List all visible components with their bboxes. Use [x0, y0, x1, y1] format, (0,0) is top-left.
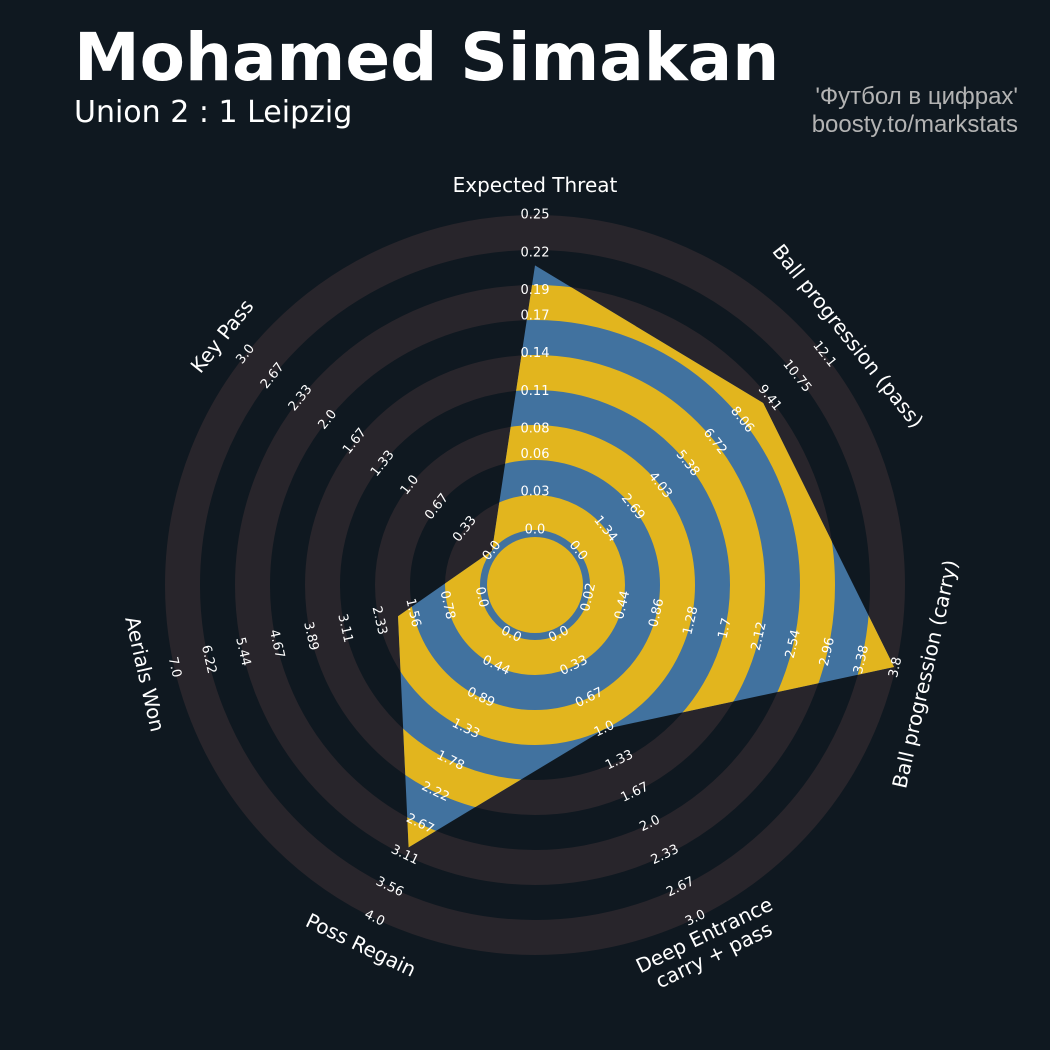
tick-label: 2.12: [749, 620, 770, 652]
radar-area: [398, 265, 895, 848]
center-circle: [487, 537, 583, 633]
tick-label: 3.11: [334, 613, 355, 645]
tick-label: 2.54: [783, 628, 804, 660]
tick-label: 3.8: [886, 656, 905, 680]
tick-label: 0.06: [521, 447, 550, 462]
radar-ring-alt: [398, 425, 695, 745]
tick-label: 3.89: [300, 620, 321, 652]
tick-label: 0.44: [612, 589, 633, 621]
tick-label: 0.08: [521, 422, 550, 437]
tick-label: 0.02: [578, 581, 599, 613]
radar-ring-alt: [445, 495, 625, 675]
tick-label: 0.11: [521, 384, 550, 399]
tick-label: 1.28: [680, 605, 701, 637]
tick-label: 2.96: [817, 636, 838, 668]
radar-ring-alt: [398, 285, 835, 848]
chart-title: Mohamed Simakan: [74, 19, 779, 96]
credit: 'Футбол в цифрах': [815, 83, 1018, 110]
credit: boosty.to/markstats: [812, 111, 1018, 138]
tick-label: 0.0: [525, 523, 546, 538]
tick-label: 7.0: [165, 656, 184, 680]
tick-label: 0.0: [472, 585, 491, 609]
tick-label: 0.22: [521, 245, 550, 260]
tick-label: 5.44: [232, 636, 253, 668]
tick-label: 0.19: [521, 283, 550, 298]
tick-label: 0.17: [521, 308, 550, 323]
tick-label: 2.33: [369, 605, 390, 637]
tick-label: 0.25: [521, 208, 550, 223]
tick-label: 0.14: [521, 346, 550, 361]
tick-label: 4.67: [266, 628, 287, 660]
tick-label: 0.03: [521, 485, 550, 500]
tick-label: 1.56: [402, 597, 423, 629]
tick-label: 0.78: [437, 589, 458, 621]
ring: [165, 215, 905, 955]
tick-label: 0.86: [646, 597, 667, 629]
chart-subtitle: Union 2 : 1 Leipzig: [74, 95, 352, 130]
param-label: Expected Threat: [452, 173, 618, 197]
tick-label: 6.22: [198, 644, 219, 676]
tick-label: 1.7: [715, 617, 734, 641]
tick-label: 3.38: [851, 644, 872, 676]
